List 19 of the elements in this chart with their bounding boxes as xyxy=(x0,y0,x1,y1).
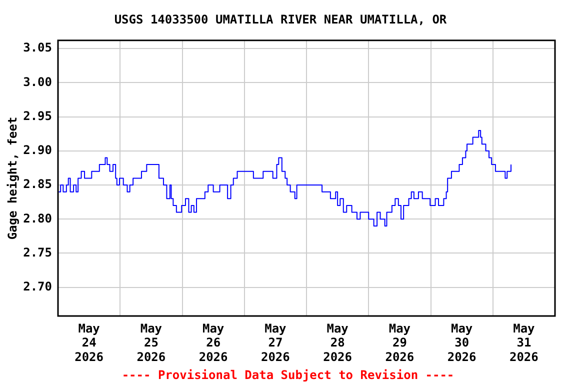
y-tick-label: 2.95 xyxy=(23,108,52,123)
x-tick-label: May 30 2026 xyxy=(447,321,476,364)
y-tick-label: 3.05 xyxy=(23,40,52,55)
x-tick-label: May 29 2026 xyxy=(385,321,414,364)
y-tick-label: 2.90 xyxy=(23,143,52,158)
y-tick-label: 2.70 xyxy=(23,279,52,294)
chart-title: USGS 14033500 UMATILLA RIVER NEAR UMATILLA, OR xyxy=(114,12,448,26)
y-axis-title: Gage height, feet xyxy=(5,116,20,240)
y-tick-label: 3.00 xyxy=(23,74,52,89)
text: ---- Provisional Data Subject to Revision ---- xyxy=(122,368,454,382)
x-tick-label: May 26 2026 xyxy=(198,321,228,364)
x-tick-label: May 28 2026 xyxy=(323,321,352,364)
y-tick-label: 2.75 xyxy=(23,245,52,260)
x-tick-label: May 25 2026 xyxy=(136,321,166,364)
x-tick-label: May 24 2026 xyxy=(74,321,104,364)
y-tick-label: 2.85 xyxy=(23,177,52,192)
y-tick-label: 2.80 xyxy=(23,211,52,226)
x-tick-label: May 27 2026 xyxy=(260,321,290,364)
x-tick-label: May 31 2026 xyxy=(509,321,538,364)
